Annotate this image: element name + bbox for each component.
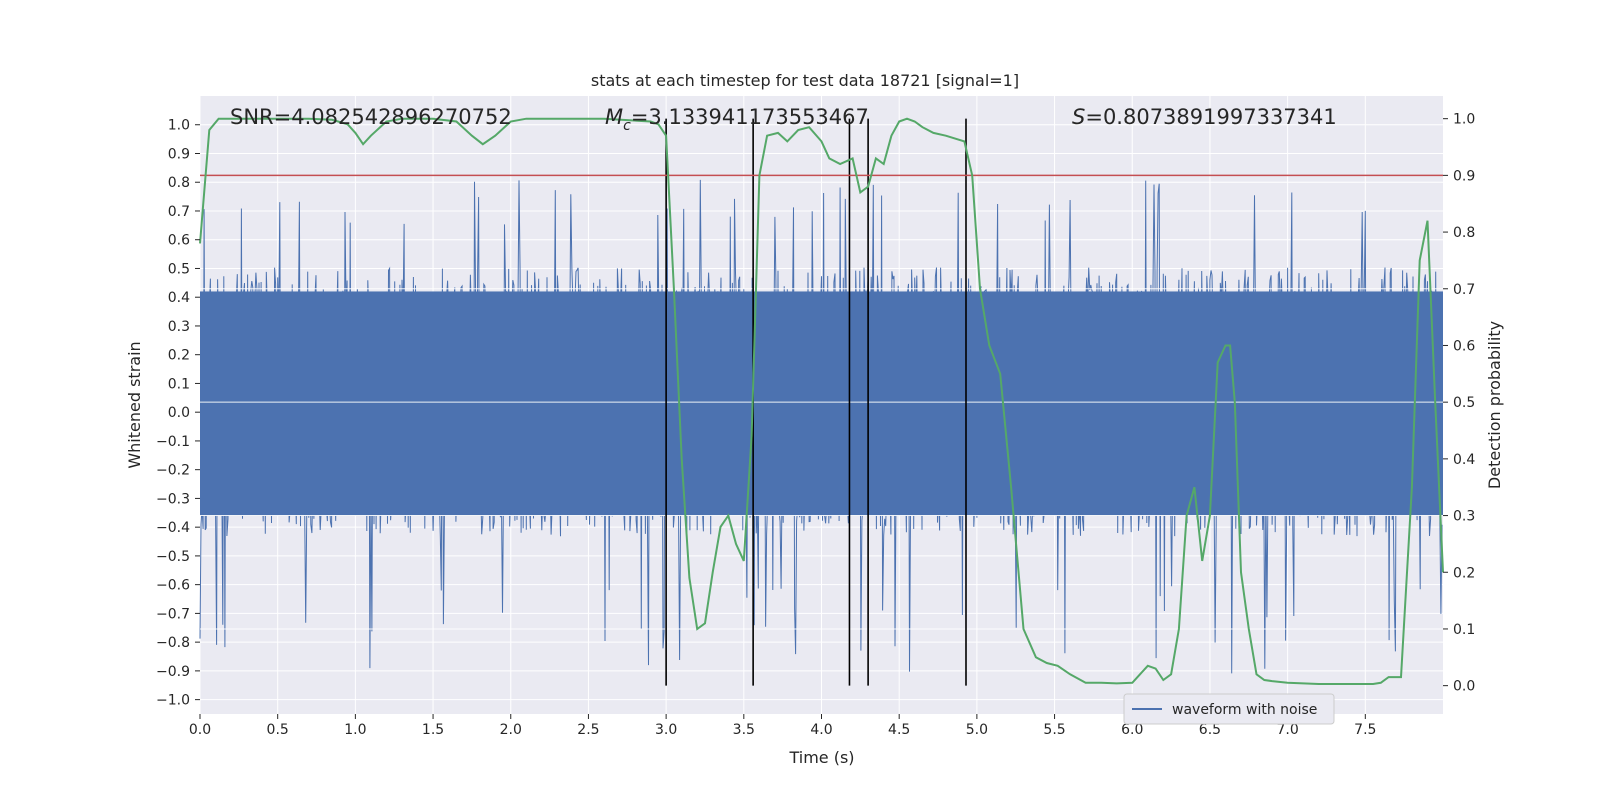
y-tick-label: −0.2 (156, 463, 190, 479)
x-tick-label: 6.5 (1199, 722, 1221, 738)
probability-series (199, 117, 1444, 685)
legend-label-waveform: waveform with noise (1172, 702, 1317, 718)
x-tick-label: 3.5 (733, 722, 755, 738)
x-tick-label: 6.0 (1121, 722, 1143, 738)
y-tick-label: 0.5 (168, 261, 190, 277)
legend-box (1123, 693, 1335, 725)
x-tick-label: 0.5 (267, 722, 289, 738)
chirp-mass-symbol: M (605, 105, 623, 129)
x-tick-label: 2.0 (500, 722, 522, 738)
x-tick-label: 3.0 (655, 722, 677, 738)
y-tick-label: 1.0 (168, 118, 190, 134)
y-tick-label: 0.1 (168, 376, 190, 392)
y-axis-label: Whitened strain (125, 341, 144, 468)
y2-tick-label: 0.6 (1453, 338, 1475, 354)
waveform-core-band (200, 291, 1443, 516)
y2-tick-label: 0.2 (1453, 565, 1475, 581)
y-tick-label: −0.7 (156, 606, 190, 622)
x-axis-label: Time (s) (788, 748, 854, 767)
y2-tick-label: 0.5 (1453, 395, 1475, 411)
axes: 0.0 0.5 1.0 1.5 2.0 2.5 3.0 3.5 4.0 4.5 5.0 5.5 6.0 6… (156, 112, 1475, 738)
x-tick-label: 0.0 (189, 722, 211, 738)
y-tick-label: −1.0 (156, 693, 190, 709)
score-symbol: S (1072, 105, 1085, 129)
score-value: =0.8073891997337341 (1085, 105, 1336, 129)
y2-tick-label: 0.3 (1453, 509, 1475, 525)
chirp-mass-subscript: c (623, 118, 631, 134)
y-tick-label: −0.3 (156, 491, 190, 507)
y2-tick-label: 0.9 (1453, 168, 1475, 184)
y2-axis-label: Detection probability (1485, 321, 1504, 489)
y2-tick-label: 0.8 (1453, 225, 1475, 241)
y-tick-label: 0.4 (168, 290, 190, 306)
y-tick-label: 0.6 (168, 233, 190, 249)
y-tick-label: −0.4 (156, 520, 190, 536)
legend: waveform with noise (1123, 693, 1335, 725)
y2-tick-label: 0.0 (1453, 679, 1475, 695)
score-annotation: S=0.8073891997337341 (1072, 105, 1337, 129)
y-tick-label: −0.6 (156, 578, 190, 594)
x-tick-label: 5.5 (1043, 722, 1065, 738)
x-tick-label: 2.5 (577, 722, 599, 738)
y-tick-label: 0.0 (168, 405, 190, 421)
chirp-mass-annotation: Mc=3.133941173553467 (605, 105, 869, 134)
chart-title: stats at each timestep for test data 187… (591, 71, 1019, 90)
snr-annotation: SNR=4.082542896270752 (230, 105, 512, 129)
y-tick-label: 0.2 (168, 348, 190, 364)
y-tick-label: 0.8 (168, 175, 190, 191)
y-tick-label: −0.5 (156, 549, 190, 565)
x-tick-label: 7.5 (1354, 722, 1376, 738)
y2-tick-label: 0.1 (1453, 622, 1475, 638)
x-tick-label: 4.5 (888, 722, 910, 738)
y-tick-label: −0.9 (156, 664, 190, 680)
y-tick-label: 0.7 (168, 204, 190, 220)
x-tick-label: 1.5 (422, 722, 444, 738)
y-tick-label: 0.3 (168, 319, 190, 335)
y2-tick-label: 0.7 (1453, 282, 1475, 298)
y-tick-label: −0.1 (156, 434, 190, 450)
x-tick-label: 1.0 (344, 722, 366, 738)
x-tick-label: 7.0 (1276, 722, 1298, 738)
y2-tick-label: 0.4 (1453, 452, 1475, 468)
y2-tick-label: 1.0 (1453, 112, 1475, 128)
probability-line (199, 117, 1444, 685)
x-tick-label: 5.0 (966, 722, 988, 738)
y-tick-label: 0.9 (168, 146, 190, 162)
y-tick-label: −0.8 (156, 635, 190, 651)
chirp-mass-value: =3.133941173553467 (631, 105, 869, 129)
x-tick-label: 4.0 (810, 722, 832, 738)
